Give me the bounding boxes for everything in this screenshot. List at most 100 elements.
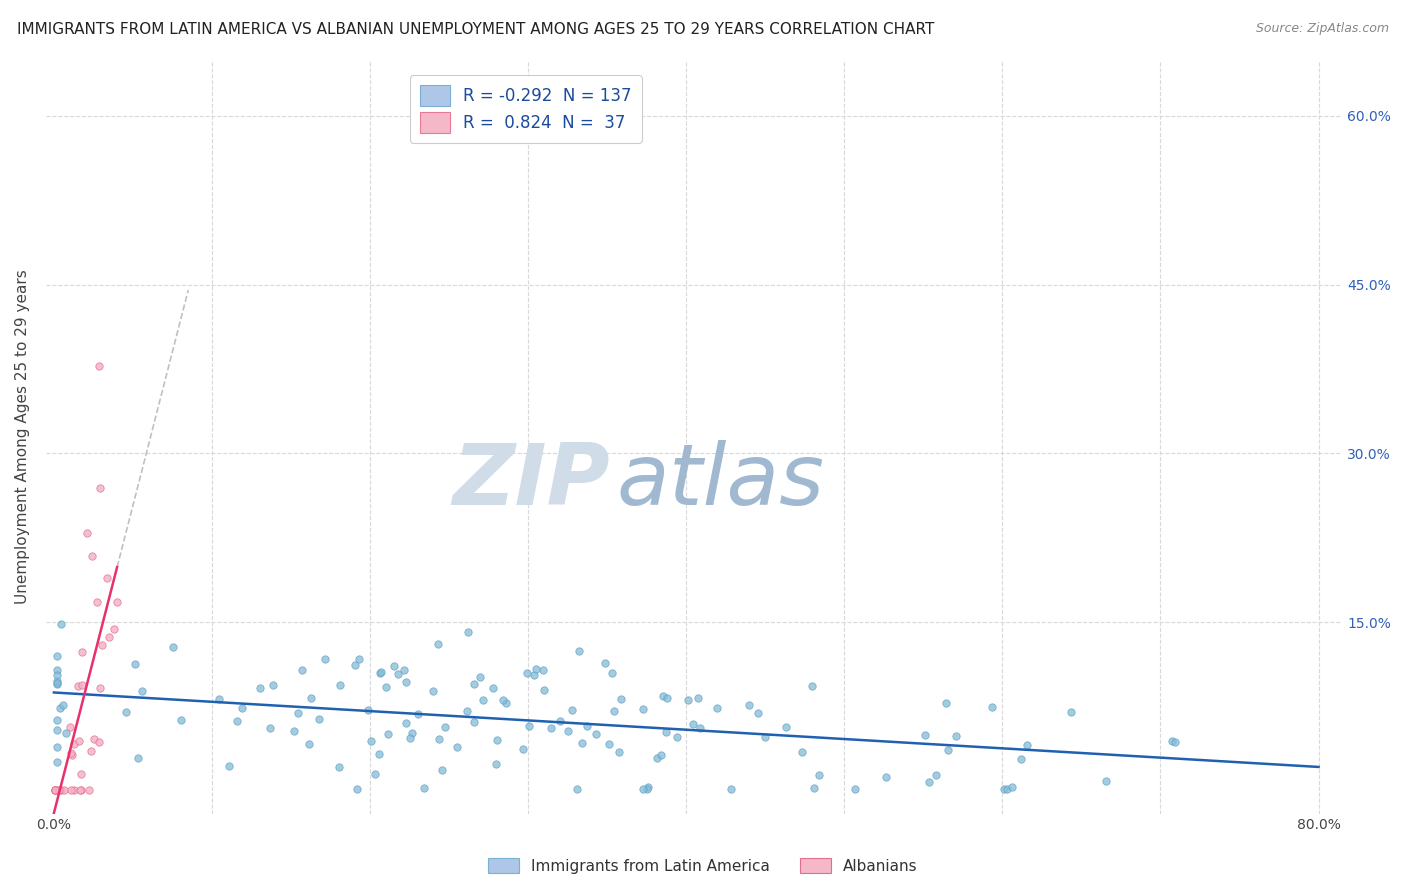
Point — [356, 703, 378, 717]
Point — [131, 684, 153, 698]
Point — [1095, 774, 1118, 789]
Point — [567, 781, 589, 796]
Point — [401, 725, 423, 739]
Point — [482, 681, 505, 696]
Point — [67, 679, 90, 693]
Point — [652, 690, 675, 704]
Point — [754, 730, 776, 744]
Text: atlas: atlas — [616, 441, 824, 524]
Point — [298, 737, 321, 751]
Point — [1160, 734, 1182, 748]
Point — [571, 735, 593, 749]
Point — [800, 679, 823, 693]
Point — [610, 691, 633, 706]
Point — [412, 781, 434, 796]
Point — [540, 721, 562, 735]
Point — [360, 734, 382, 748]
Point — [1001, 780, 1024, 795]
Point — [557, 724, 579, 739]
Text: ZIP: ZIP — [453, 441, 610, 524]
Point — [523, 667, 546, 681]
Point — [1010, 752, 1032, 766]
Point — [231, 701, 253, 715]
Point — [517, 719, 540, 733]
Point — [225, 714, 247, 729]
Point — [46, 756, 69, 770]
Point — [665, 730, 688, 744]
Point — [263, 678, 285, 692]
Point — [463, 715, 485, 730]
Point — [689, 722, 711, 736]
Point — [936, 742, 959, 756]
Point — [46, 676, 69, 690]
Point — [981, 700, 1004, 714]
Point — [392, 663, 415, 677]
Point — [456, 704, 478, 718]
Point — [283, 723, 305, 738]
Point — [80, 744, 103, 758]
Point — [636, 781, 658, 796]
Point — [935, 697, 957, 711]
Point — [63, 737, 86, 751]
Point — [314, 651, 336, 665]
Point — [524, 662, 547, 676]
Point — [370, 665, 392, 679]
Point — [395, 674, 418, 689]
Point — [486, 732, 509, 747]
Point — [422, 684, 444, 698]
Point — [792, 745, 814, 759]
Point — [531, 664, 554, 678]
Point — [945, 729, 967, 743]
Point — [299, 690, 322, 705]
Point — [655, 690, 678, 705]
Text: Source: ZipAtlas.com: Source: ZipAtlas.com — [1256, 22, 1389, 36]
Point — [96, 571, 118, 585]
Point — [55, 726, 77, 740]
Point — [568, 644, 591, 658]
Point — [67, 734, 90, 748]
Legend: Immigrants from Latin America, Albanians: Immigrants from Latin America, Albanians — [482, 852, 924, 880]
Point — [49, 700, 72, 714]
Point — [631, 781, 654, 796]
Point — [427, 731, 450, 746]
Point — [90, 639, 112, 653]
Point — [387, 667, 409, 681]
Point — [69, 783, 91, 797]
Point — [346, 781, 368, 796]
Point — [249, 681, 271, 695]
Point — [374, 680, 396, 694]
Point — [162, 640, 184, 655]
Point — [471, 693, 494, 707]
Point — [600, 665, 623, 680]
Point — [89, 681, 111, 695]
Point — [70, 767, 93, 781]
Point — [647, 751, 669, 765]
Point — [170, 713, 193, 727]
Point — [44, 783, 66, 797]
Point — [103, 622, 125, 636]
Point — [44, 783, 66, 797]
Text: IMMIGRANTS FROM LATIN AMERICA VS ALBANIAN UNEMPLOYMENT AMONG AGES 25 TO 29 YEARS: IMMIGRANTS FROM LATIN AMERICA VS ALBANIA… — [17, 22, 934, 37]
Point — [80, 549, 103, 563]
Point — [495, 696, 517, 710]
Point — [682, 717, 704, 731]
Point — [328, 760, 350, 774]
Point — [308, 713, 330, 727]
Point — [53, 783, 76, 797]
Point — [60, 783, 83, 797]
Point — [115, 705, 138, 719]
Point — [46, 663, 69, 677]
Point — [426, 637, 449, 651]
Point — [637, 780, 659, 794]
Point — [368, 747, 391, 761]
Point — [775, 720, 797, 734]
Point — [343, 658, 366, 673]
Point — [993, 781, 1015, 796]
Point — [46, 739, 69, 754]
Point — [127, 751, 149, 765]
Point — [446, 739, 468, 754]
Point — [46, 677, 69, 691]
Point — [512, 741, 534, 756]
Point — [46, 713, 69, 727]
Point — [44, 783, 66, 797]
